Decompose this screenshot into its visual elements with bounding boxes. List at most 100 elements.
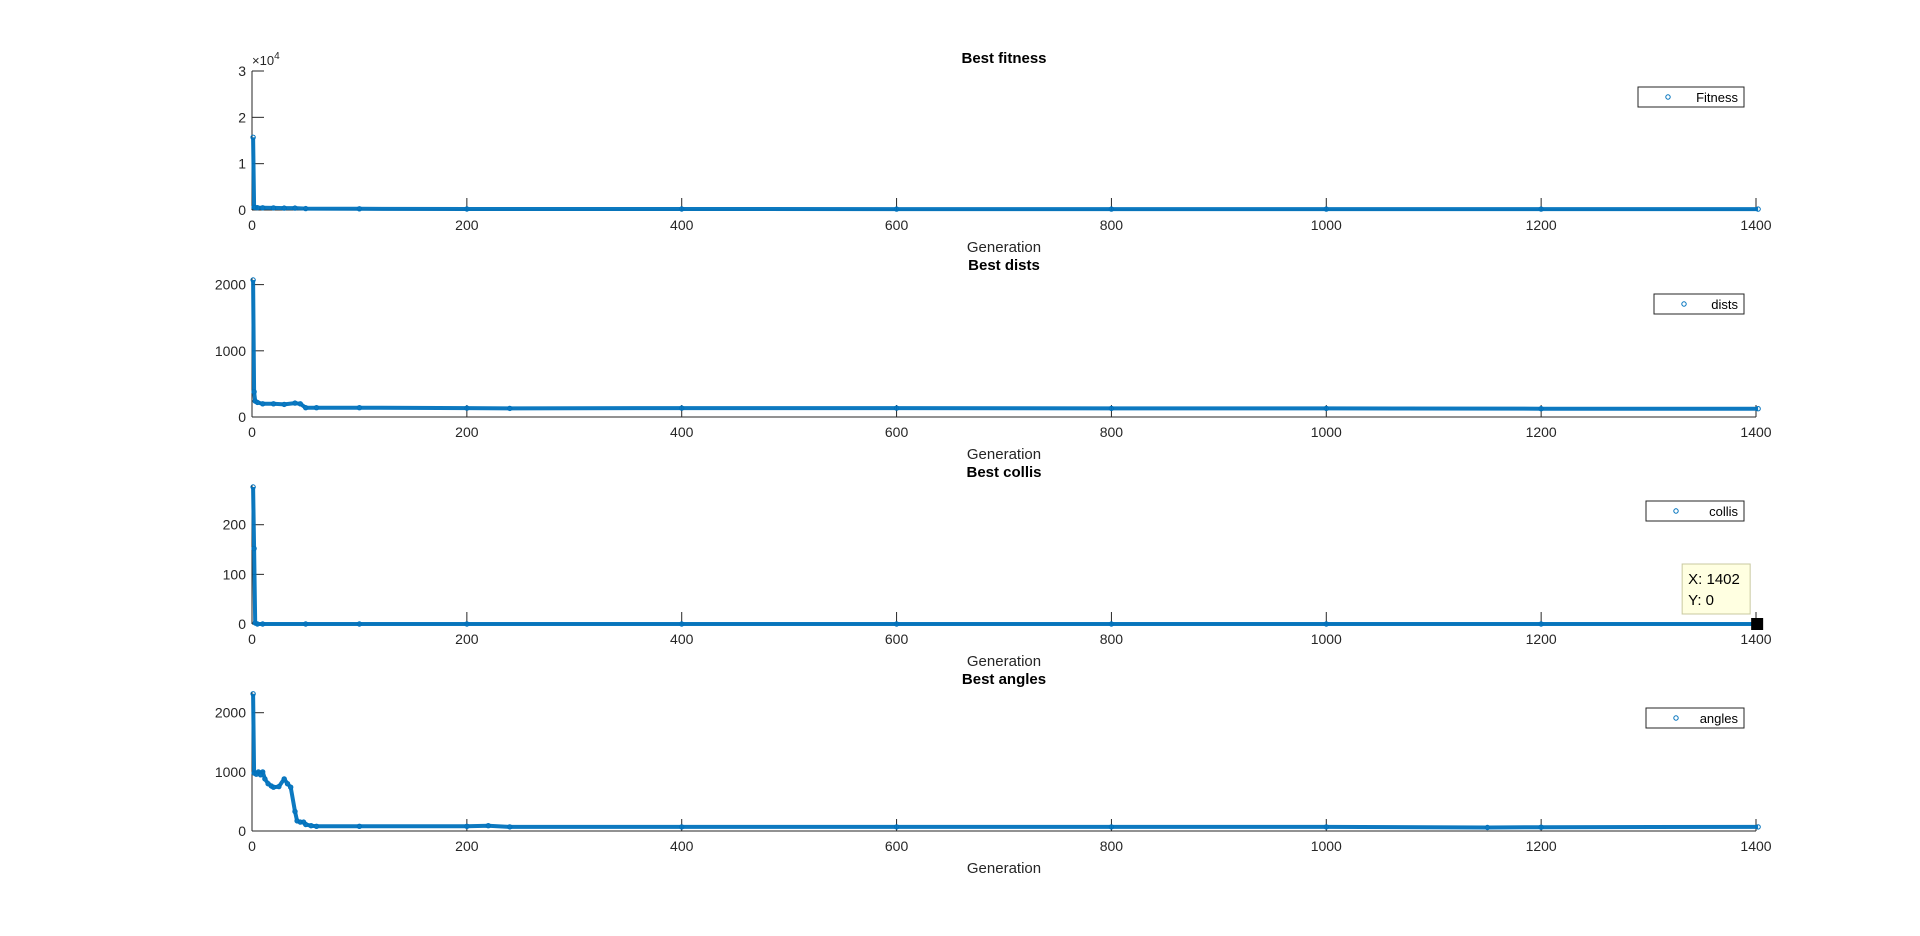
- data-tip-x: X: 1402: [1688, 571, 1740, 588]
- x-tick-label: 400: [670, 217, 694, 233]
- data-point: [1538, 824, 1544, 830]
- data-point: [893, 405, 900, 411]
- x-tick-label: 1000: [1311, 217, 1342, 233]
- x-tick-label: 800: [1100, 217, 1124, 233]
- data-point: [251, 545, 257, 552]
- data-point: [679, 621, 685, 627]
- data-point: [260, 205, 266, 211]
- data-point: [1108, 405, 1115, 412]
- data-point: [251, 389, 257, 395]
- data-point: [292, 808, 298, 815]
- x-tick-label: 1200: [1526, 217, 1557, 233]
- legend-box: [1645, 500, 1745, 522]
- y-tick-label: 1000: [215, 343, 246, 359]
- data-tip-y: Y: 0: [1688, 592, 1714, 609]
- data-point: [464, 621, 470, 627]
- legend-label: angles: [1700, 711, 1739, 726]
- x-tick-label: 1400: [1740, 217, 1771, 233]
- axes-best-dists[interactable]: Best dists 0 200 400 600 800 1000 1200 1400 0 1000…: [215, 257, 1772, 463]
- data-point: [1538, 406, 1544, 412]
- x-tick-label: 400: [670, 631, 694, 647]
- x-tick-label: 0: [248, 217, 256, 233]
- x-tick-label: 1400: [1740, 838, 1771, 854]
- data-point: [356, 621, 363, 627]
- series-collis: [250, 484, 1761, 627]
- x-tick-label: 0: [248, 424, 256, 440]
- x-tick-label: 800: [1100, 838, 1124, 854]
- x-tick-label: 600: [885, 217, 909, 233]
- x-tick-label: 1000: [1311, 424, 1342, 440]
- x-axis-label: Generation: [967, 860, 1041, 877]
- x-tick-label: 200: [455, 631, 479, 647]
- data-point: [260, 621, 266, 627]
- data-point: [254, 205, 261, 211]
- data-point: [260, 769, 266, 775]
- data-point: [292, 205, 298, 211]
- x-tick-label: 1400: [1740, 631, 1771, 647]
- x-axis-label: Generation: [967, 239, 1041, 256]
- legend-label: Fitness: [1696, 90, 1738, 105]
- data-point: [356, 405, 363, 411]
- axes-title: Best fitness: [961, 50, 1046, 67]
- y-tick-label: 3: [238, 63, 246, 79]
- data-point: [252, 204, 258, 211]
- data-point: [893, 206, 900, 212]
- data-point: [288, 784, 294, 790]
- y-tick-label: 2000: [215, 277, 246, 293]
- data-point: [262, 776, 268, 782]
- data-point: [254, 621, 261, 627]
- x-axis-label: Generation: [967, 653, 1041, 670]
- data-point: [485, 823, 491, 829]
- data-point: [254, 399, 261, 406]
- data-point: [250, 484, 256, 490]
- data-point: [356, 206, 363, 212]
- x-tick-label: 0: [248, 631, 256, 647]
- data-point: [260, 401, 266, 407]
- series-fitness: [250, 134, 1761, 212]
- legend[interactable]: Fitness: [1637, 86, 1745, 108]
- y-exponent-power: 4: [274, 51, 280, 62]
- legend-label: collis: [1709, 504, 1738, 519]
- data-point: [679, 206, 685, 212]
- data-tip[interactable]: X: 1402 Y: 0: [1681, 563, 1764, 630]
- data-point: [270, 784, 277, 790]
- data-tip-box: [1681, 563, 1751, 615]
- axes-title: Best angles: [962, 671, 1046, 688]
- x-tick-label: 1200: [1526, 424, 1557, 440]
- x-tick-label: 600: [885, 838, 909, 854]
- data-point: [294, 818, 300, 824]
- data-point: [464, 823, 470, 829]
- legend-marker: [1673, 715, 1679, 721]
- data-point: [270, 205, 277, 211]
- y-exponent-label: ×104: [252, 51, 280, 68]
- legend[interactable]: collis: [1645, 500, 1745, 522]
- legend-marker: [1673, 508, 1679, 514]
- data-point: [281, 205, 287, 211]
- data-tip-marker: [1751, 618, 1764, 630]
- data-point: [1484, 824, 1491, 831]
- y-tick-label: 0: [238, 823, 246, 839]
- data-point: [679, 405, 685, 411]
- x-tick-label: 200: [455, 424, 479, 440]
- data-point: [303, 405, 309, 411]
- data-point: [1108, 621, 1115, 627]
- data-point: [270, 401, 277, 407]
- data-point: [464, 405, 470, 411]
- data-point: [1323, 824, 1330, 830]
- axes-best-collis[interactable]: Best collis 0 200 400 600 800 1000 1200 1400 0 100…: [223, 464, 1772, 670]
- data-point: [1755, 406, 1761, 412]
- axes-best-angles[interactable]: Best angles 0 200 400 600 800 1000 1200 1400 0 100…: [215, 671, 1772, 877]
- series-angles: [250, 691, 1761, 831]
- x-tick-label: 400: [670, 838, 694, 854]
- x-tick-label: 800: [1100, 631, 1124, 647]
- data-point: [1108, 824, 1115, 830]
- x-tick-label: 1200: [1526, 631, 1557, 647]
- legend-box: [1637, 86, 1745, 108]
- data-point: [1538, 621, 1544, 627]
- data-point: [893, 824, 900, 830]
- legend[interactable]: angles: [1645, 707, 1745, 729]
- y-exponent-base: ×10: [252, 53, 274, 68]
- axes-best-fitness[interactable]: Best fitness 0 200 400 600 800 1000 1200 1400 0 1 2…: [238, 50, 1772, 256]
- legend[interactable]: dists: [1653, 293, 1745, 315]
- legend-label: dists: [1711, 297, 1738, 312]
